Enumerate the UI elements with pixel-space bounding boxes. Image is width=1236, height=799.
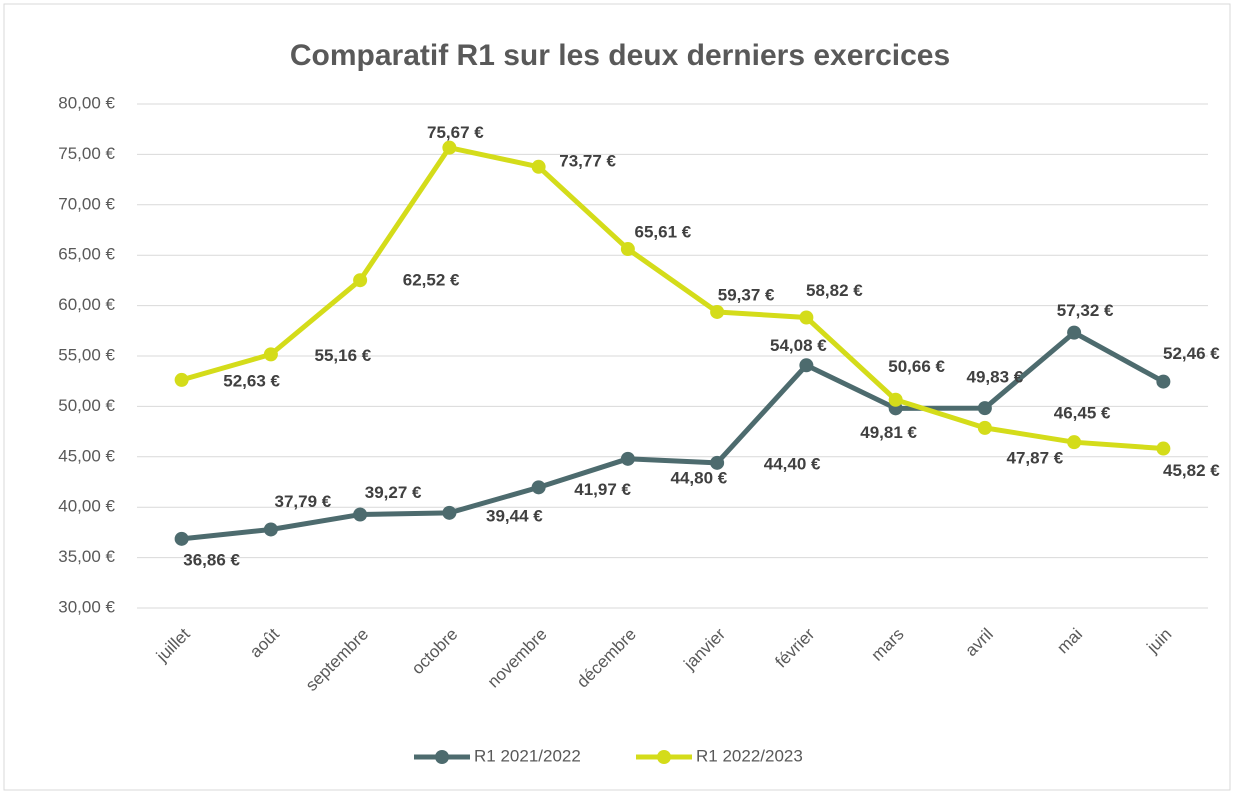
- y-tick-label: 45,00 €: [58, 446, 115, 465]
- data-point: [174, 372, 189, 387]
- data-label: 39,44 €: [486, 506, 543, 525]
- data-label: 54,08 €: [770, 336, 827, 355]
- y-tick-label: 55,00 €: [58, 345, 115, 364]
- data-label: 52,63 €: [223, 371, 280, 390]
- data-point: [531, 480, 546, 495]
- data-label: 55,16 €: [315, 346, 372, 365]
- legend-marker: [435, 750, 449, 764]
- data-point: [620, 242, 635, 257]
- data-label: 44,80 €: [671, 468, 728, 487]
- data-point: [620, 451, 635, 466]
- data-label: 45,82 €: [1163, 461, 1220, 480]
- data-point: [710, 455, 725, 470]
- data-point: [1067, 435, 1082, 450]
- data-point: [442, 505, 457, 520]
- data-point: [353, 273, 368, 288]
- data-point: [442, 140, 457, 155]
- data-label: 36,86 €: [183, 550, 240, 569]
- data-label: 58,82 €: [806, 281, 863, 300]
- y-tick-label: 70,00 €: [58, 194, 115, 213]
- data-point: [531, 159, 546, 174]
- data-point: [174, 531, 189, 546]
- series-line: [181, 330, 1165, 542]
- data-point: [977, 420, 992, 435]
- y-tick-label: 40,00 €: [58, 497, 115, 516]
- y-tick-label: 30,00 €: [58, 597, 115, 616]
- y-tick-label: 60,00 €: [58, 295, 115, 314]
- data-point: [888, 392, 903, 407]
- data-point: [1156, 374, 1171, 389]
- legend-marker: [657, 750, 671, 764]
- data-point: [977, 401, 992, 416]
- data-label: 73,77 €: [559, 151, 616, 170]
- y-tick-label: 80,00 €: [58, 93, 115, 112]
- data-label: 47,87 €: [1007, 448, 1064, 467]
- data-point: [799, 358, 814, 373]
- data-label: 46,45 €: [1054, 404, 1111, 423]
- data-point: [353, 507, 368, 522]
- chart-title: Comparatif R1 sur les deux derniers exer…: [290, 39, 950, 72]
- data-label: 62,52 €: [403, 271, 460, 290]
- series-line: [180, 145, 1164, 452]
- data-label: 57,32 €: [1057, 301, 1114, 320]
- y-tick-label: 65,00 €: [58, 245, 115, 264]
- data-label: 49,81 €: [860, 423, 917, 442]
- legend-label: R1 2022/2023: [696, 746, 803, 765]
- data-label: 49,83 €: [967, 368, 1024, 387]
- data-label: 41,97 €: [574, 480, 631, 499]
- data-label: 37,79 €: [275, 492, 332, 511]
- data-label: 44,40 €: [764, 454, 821, 473]
- y-tick-label: 35,00 €: [58, 547, 115, 566]
- data-point: [799, 310, 814, 325]
- data-label: 65,61 €: [635, 223, 692, 242]
- data-point: [710, 304, 725, 319]
- data-label: 52,46 €: [1163, 344, 1220, 363]
- data-label: 50,66 €: [888, 357, 945, 376]
- data-point: [263, 347, 278, 362]
- data-point: [263, 522, 278, 537]
- data-label: 75,67 €: [427, 123, 484, 142]
- y-tick-label: 75,00 €: [58, 144, 115, 163]
- data-point: [1067, 325, 1082, 340]
- legend-label: R1 2021/2022: [474, 746, 581, 765]
- y-tick-label: 50,00 €: [58, 396, 115, 415]
- data-label: 59,37 €: [718, 285, 775, 304]
- data-label: 39,27 €: [365, 483, 422, 502]
- chart-border: [3, 3, 1231, 791]
- data-point: [1156, 441, 1171, 456]
